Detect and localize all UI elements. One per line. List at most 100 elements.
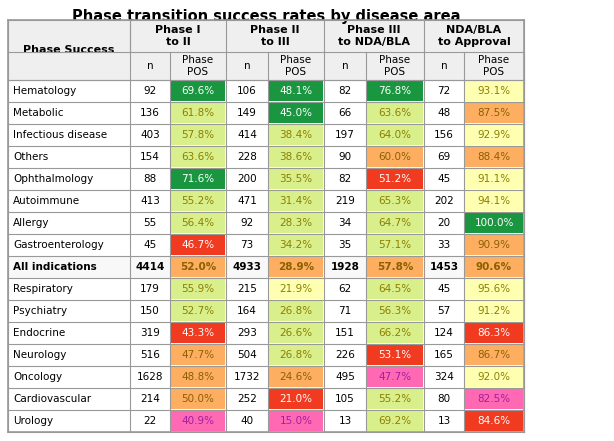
Text: Phase
POS: Phase POS [379,55,411,77]
Text: 26.8%: 26.8% [279,306,313,316]
Bar [367,81,423,101]
Text: 88: 88 [144,174,157,184]
Text: 57: 57 [437,306,451,316]
Text: 91.1%: 91.1% [478,174,511,184]
Text: 46.7%: 46.7% [182,240,214,250]
Text: n: n [341,61,348,71]
Bar [171,169,225,189]
Text: 293: 293 [237,328,257,338]
Text: 179: 179 [140,284,160,294]
Text: 136: 136 [140,108,160,118]
Text: All indications: All indications [13,262,97,272]
Text: 57.1%: 57.1% [378,240,411,250]
Text: 26.6%: 26.6% [279,328,313,338]
Text: 90: 90 [338,152,352,162]
Text: 226: 226 [335,350,355,360]
Text: 76.8%: 76.8% [378,86,411,96]
Text: 73: 73 [240,240,254,250]
Text: 88.4%: 88.4% [478,152,511,162]
Text: 48: 48 [437,108,451,118]
Bar [171,301,225,321]
Bar [171,279,225,299]
Text: 47.7%: 47.7% [378,372,411,382]
Text: 21.0%: 21.0% [279,394,313,404]
Text: 50.0%: 50.0% [182,394,214,404]
Text: 324: 324 [434,372,454,382]
Text: 26.8%: 26.8% [279,350,313,360]
Text: 72: 72 [437,86,451,96]
Text: 48.8%: 48.8% [182,372,214,382]
Text: Phase transition success rates by disease area: Phase transition success rates by diseas… [72,9,460,24]
Text: 82.5%: 82.5% [478,394,511,404]
Text: 215: 215 [237,284,257,294]
Bar [367,257,423,277]
Bar [8,278,524,300]
Text: 34.2%: 34.2% [279,240,313,250]
Text: 40: 40 [241,416,254,426]
Text: 86.3%: 86.3% [478,328,511,338]
Text: 86.7%: 86.7% [478,350,511,360]
Text: 1628: 1628 [137,372,163,382]
Text: 87.5%: 87.5% [478,108,511,118]
Bar [171,235,225,255]
Bar [367,389,423,409]
Bar [367,301,423,321]
Text: 82: 82 [338,86,352,96]
Text: 414: 414 [237,130,257,140]
Text: 69.6%: 69.6% [182,86,214,96]
Bar [269,191,323,211]
Bar [367,169,423,189]
Text: 22: 22 [144,416,157,426]
Bar [465,367,523,387]
Bar [269,323,323,343]
Text: 45: 45 [437,174,451,184]
Text: 40.9%: 40.9% [182,416,214,426]
Text: 47.7%: 47.7% [182,350,214,360]
Bar [171,389,225,409]
Text: Allergy: Allergy [13,218,50,228]
Text: 82: 82 [338,174,352,184]
Bar [269,147,323,167]
Text: n: n [441,61,448,71]
Text: 38.6%: 38.6% [279,152,313,162]
Bar [465,301,523,321]
Text: 228: 228 [237,152,257,162]
Text: 35.5%: 35.5% [279,174,313,184]
Bar [8,366,524,388]
Text: 165: 165 [434,350,454,360]
Text: 92: 92 [240,218,254,228]
Bar [269,279,323,299]
Bar [367,367,423,387]
Bar [8,52,524,80]
Bar [171,257,225,277]
Bar [465,169,523,189]
Bar [8,234,524,256]
Text: n: n [147,61,154,71]
Text: Phase I
to II: Phase I to II [155,25,201,47]
Text: Urology: Urology [13,416,53,426]
Text: 52.7%: 52.7% [182,306,214,316]
Text: 60.0%: 60.0% [379,152,411,162]
Bar [367,323,423,343]
Text: 15.0%: 15.0% [279,416,313,426]
Text: Metabolic: Metabolic [13,108,63,118]
Text: 66: 66 [338,108,352,118]
Text: 56.3%: 56.3% [378,306,411,316]
Bar [8,344,524,366]
Text: Cardiovascular: Cardiovascular [13,394,91,404]
Text: Respiratory: Respiratory [13,284,73,294]
Bar [269,169,323,189]
Bar [8,300,524,322]
Text: 20: 20 [437,218,451,228]
Text: Others: Others [13,152,49,162]
Text: Phase III
to NDA/BLA: Phase III to NDA/BLA [338,25,410,47]
Text: 34: 34 [338,218,352,228]
Text: Phase Success: Phase Success [23,45,115,55]
Bar [8,80,524,102]
Text: 45.0%: 45.0% [279,108,313,118]
Text: 64.0%: 64.0% [378,130,411,140]
Bar [269,345,323,365]
Text: 71.6%: 71.6% [182,174,214,184]
Text: 63.6%: 63.6% [378,108,411,118]
Text: 252: 252 [237,394,257,404]
